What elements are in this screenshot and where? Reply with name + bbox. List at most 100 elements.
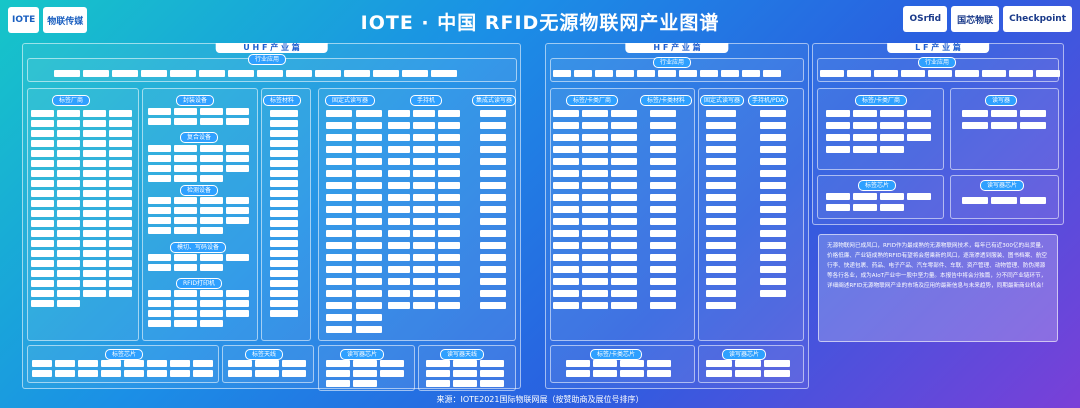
company-chip bbox=[148, 145, 171, 152]
uhf-handheld-label: 手持机 bbox=[410, 95, 443, 106]
company-chip bbox=[388, 158, 410, 165]
company-chip bbox=[83, 120, 106, 127]
company-chip bbox=[148, 207, 171, 214]
company-chip bbox=[200, 165, 223, 172]
uhf-fixed-reader-grid bbox=[326, 110, 382, 333]
company-chip bbox=[388, 218, 410, 225]
lf-reader-chip-grid bbox=[962, 197, 1046, 204]
hf-readers-box bbox=[698, 88, 804, 341]
company-chip bbox=[57, 160, 80, 167]
company-chip bbox=[593, 360, 617, 367]
company-chip bbox=[326, 218, 352, 225]
company-chip bbox=[826, 122, 850, 129]
company-chip bbox=[326, 206, 352, 213]
industry-chip bbox=[679, 70, 697, 77]
company-chip bbox=[706, 266, 736, 273]
company-chip bbox=[413, 134, 435, 141]
company-chip bbox=[853, 204, 877, 211]
company-chip bbox=[826, 204, 850, 211]
company-chip bbox=[553, 194, 579, 201]
lf-tag-chip-grid bbox=[826, 193, 931, 211]
company-chip bbox=[57, 120, 80, 127]
hf-handheld-col bbox=[760, 110, 786, 297]
company-chip bbox=[83, 280, 106, 287]
company-chip bbox=[356, 266, 382, 273]
industry-chip bbox=[112, 70, 138, 77]
company-chip bbox=[200, 310, 223, 317]
company-chip bbox=[78, 360, 98, 367]
company-chip bbox=[413, 302, 435, 309]
company-chip bbox=[413, 218, 435, 225]
hf-fixed-reader-col bbox=[706, 110, 736, 309]
company-chip bbox=[356, 182, 382, 189]
company-chip bbox=[991, 110, 1017, 117]
company-chip bbox=[760, 266, 786, 273]
company-chip bbox=[426, 360, 450, 367]
company-chip bbox=[353, 380, 377, 387]
company-chip bbox=[480, 170, 506, 177]
company-chip bbox=[582, 182, 608, 189]
company-chip bbox=[200, 217, 223, 224]
company-chip bbox=[650, 290, 676, 297]
company-chip bbox=[480, 290, 506, 297]
industry-chip bbox=[141, 70, 167, 77]
company-chip bbox=[109, 230, 132, 237]
company-chip bbox=[326, 170, 352, 177]
company-chip bbox=[109, 190, 132, 197]
company-chip bbox=[148, 217, 171, 224]
uhf-tag-chip-label: 标签芯片 bbox=[105, 349, 144, 360]
company-chip bbox=[109, 250, 132, 257]
company-chip bbox=[326, 370, 350, 377]
uhf-package-grid bbox=[148, 108, 249, 125]
company-chip bbox=[270, 110, 298, 117]
company-chip bbox=[326, 110, 352, 117]
company-chip bbox=[438, 242, 460, 249]
checkpoint-logo: Checkpoint bbox=[1003, 6, 1072, 32]
company-chip bbox=[31, 230, 54, 237]
company-chip bbox=[553, 158, 579, 165]
company-chip bbox=[760, 194, 786, 201]
uhf-tag-antenna-label: 标签天线 bbox=[245, 349, 284, 360]
company-chip bbox=[582, 218, 608, 225]
company-chip bbox=[148, 175, 171, 182]
company-chip bbox=[480, 242, 506, 249]
company-chip bbox=[480, 218, 506, 225]
hf-industry-chips bbox=[553, 70, 781, 77]
header: IOTE 物联传媒 IOTE · 中国 RFID无源物联网产业图谱 OSrfid… bbox=[0, 0, 1080, 40]
company-chip bbox=[174, 310, 197, 317]
company-chip bbox=[356, 290, 382, 297]
company-chip bbox=[706, 278, 736, 285]
lf-reader-chip-label: 读写器芯片 bbox=[980, 180, 1025, 191]
company-chip bbox=[611, 146, 637, 153]
company-chip bbox=[706, 170, 736, 177]
company-chip bbox=[706, 146, 736, 153]
company-chip bbox=[148, 165, 171, 172]
company-chip bbox=[388, 230, 410, 237]
hf-industry-label: 行业应用 bbox=[653, 57, 692, 68]
company-chip bbox=[174, 290, 197, 297]
company-chip bbox=[109, 110, 132, 117]
industry-chip bbox=[431, 70, 457, 77]
company-chip bbox=[553, 302, 579, 309]
company-chip bbox=[270, 290, 298, 297]
company-chip bbox=[582, 254, 608, 261]
company-chip bbox=[326, 254, 352, 261]
company-chip bbox=[174, 320, 197, 327]
company-chip bbox=[255, 370, 279, 377]
company-chip bbox=[109, 120, 132, 127]
industry-chip bbox=[574, 70, 592, 77]
company-chip bbox=[109, 130, 132, 137]
company-chip bbox=[880, 146, 904, 153]
company-chip bbox=[31, 290, 54, 297]
company-chip bbox=[57, 210, 80, 217]
company-chip bbox=[880, 110, 904, 117]
company-chip bbox=[57, 280, 80, 287]
company-chip bbox=[706, 110, 736, 117]
company-chip bbox=[582, 242, 608, 249]
company-chip bbox=[907, 110, 931, 117]
company-chip bbox=[426, 380, 450, 387]
company-chip bbox=[270, 160, 298, 167]
intro-text: 无源物联网已成风口，RFID作为最成熟的无源物联网技术，每年已有近300亿的出货… bbox=[818, 234, 1058, 342]
company-chip bbox=[57, 230, 80, 237]
company-chip bbox=[438, 278, 460, 285]
